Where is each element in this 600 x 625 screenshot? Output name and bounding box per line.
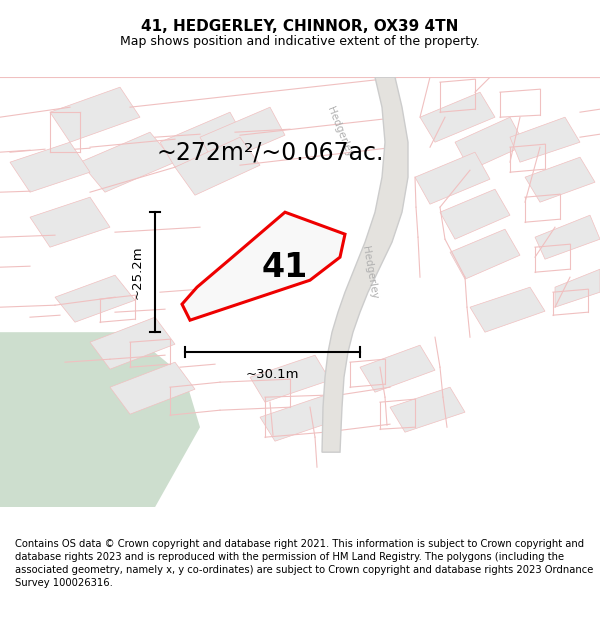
Polygon shape [322, 77, 408, 452]
Polygon shape [80, 132, 175, 192]
Polygon shape [440, 189, 510, 239]
Text: ~272m²/~0.067ac.: ~272m²/~0.067ac. [157, 140, 383, 164]
Text: Hedgerley: Hedgerley [325, 106, 355, 159]
Text: 41: 41 [262, 251, 308, 284]
Polygon shape [525, 157, 595, 202]
Text: 41, HEDGERLEY, CHINNOR, OX39 4TN: 41, HEDGERLEY, CHINNOR, OX39 4TN [142, 19, 458, 34]
Polygon shape [360, 345, 435, 392]
Text: ~25.2m: ~25.2m [131, 246, 143, 299]
Polygon shape [182, 212, 345, 320]
Polygon shape [0, 332, 200, 508]
Polygon shape [260, 395, 340, 441]
Polygon shape [535, 215, 600, 259]
Polygon shape [470, 288, 545, 332]
Polygon shape [55, 275, 135, 322]
Text: Hedgerley: Hedgerley [361, 245, 380, 299]
Polygon shape [200, 107, 285, 165]
Polygon shape [415, 152, 490, 204]
Polygon shape [50, 87, 140, 142]
Polygon shape [10, 142, 90, 192]
Polygon shape [175, 137, 260, 195]
Polygon shape [420, 92, 495, 142]
Polygon shape [90, 317, 175, 369]
Polygon shape [390, 387, 465, 432]
Text: ~30.1m: ~30.1m [246, 368, 299, 381]
Polygon shape [250, 355, 330, 402]
Polygon shape [455, 118, 525, 170]
Polygon shape [450, 229, 520, 279]
Polygon shape [110, 362, 195, 414]
Text: Contains OS data © Crown copyright and database right 2021. This information is : Contains OS data © Crown copyright and d… [15, 539, 593, 588]
Text: Map shows position and indicative extent of the property.: Map shows position and indicative extent… [120, 35, 480, 48]
Polygon shape [160, 112, 245, 167]
Polygon shape [510, 118, 580, 162]
Polygon shape [30, 198, 110, 247]
Polygon shape [555, 269, 600, 307]
